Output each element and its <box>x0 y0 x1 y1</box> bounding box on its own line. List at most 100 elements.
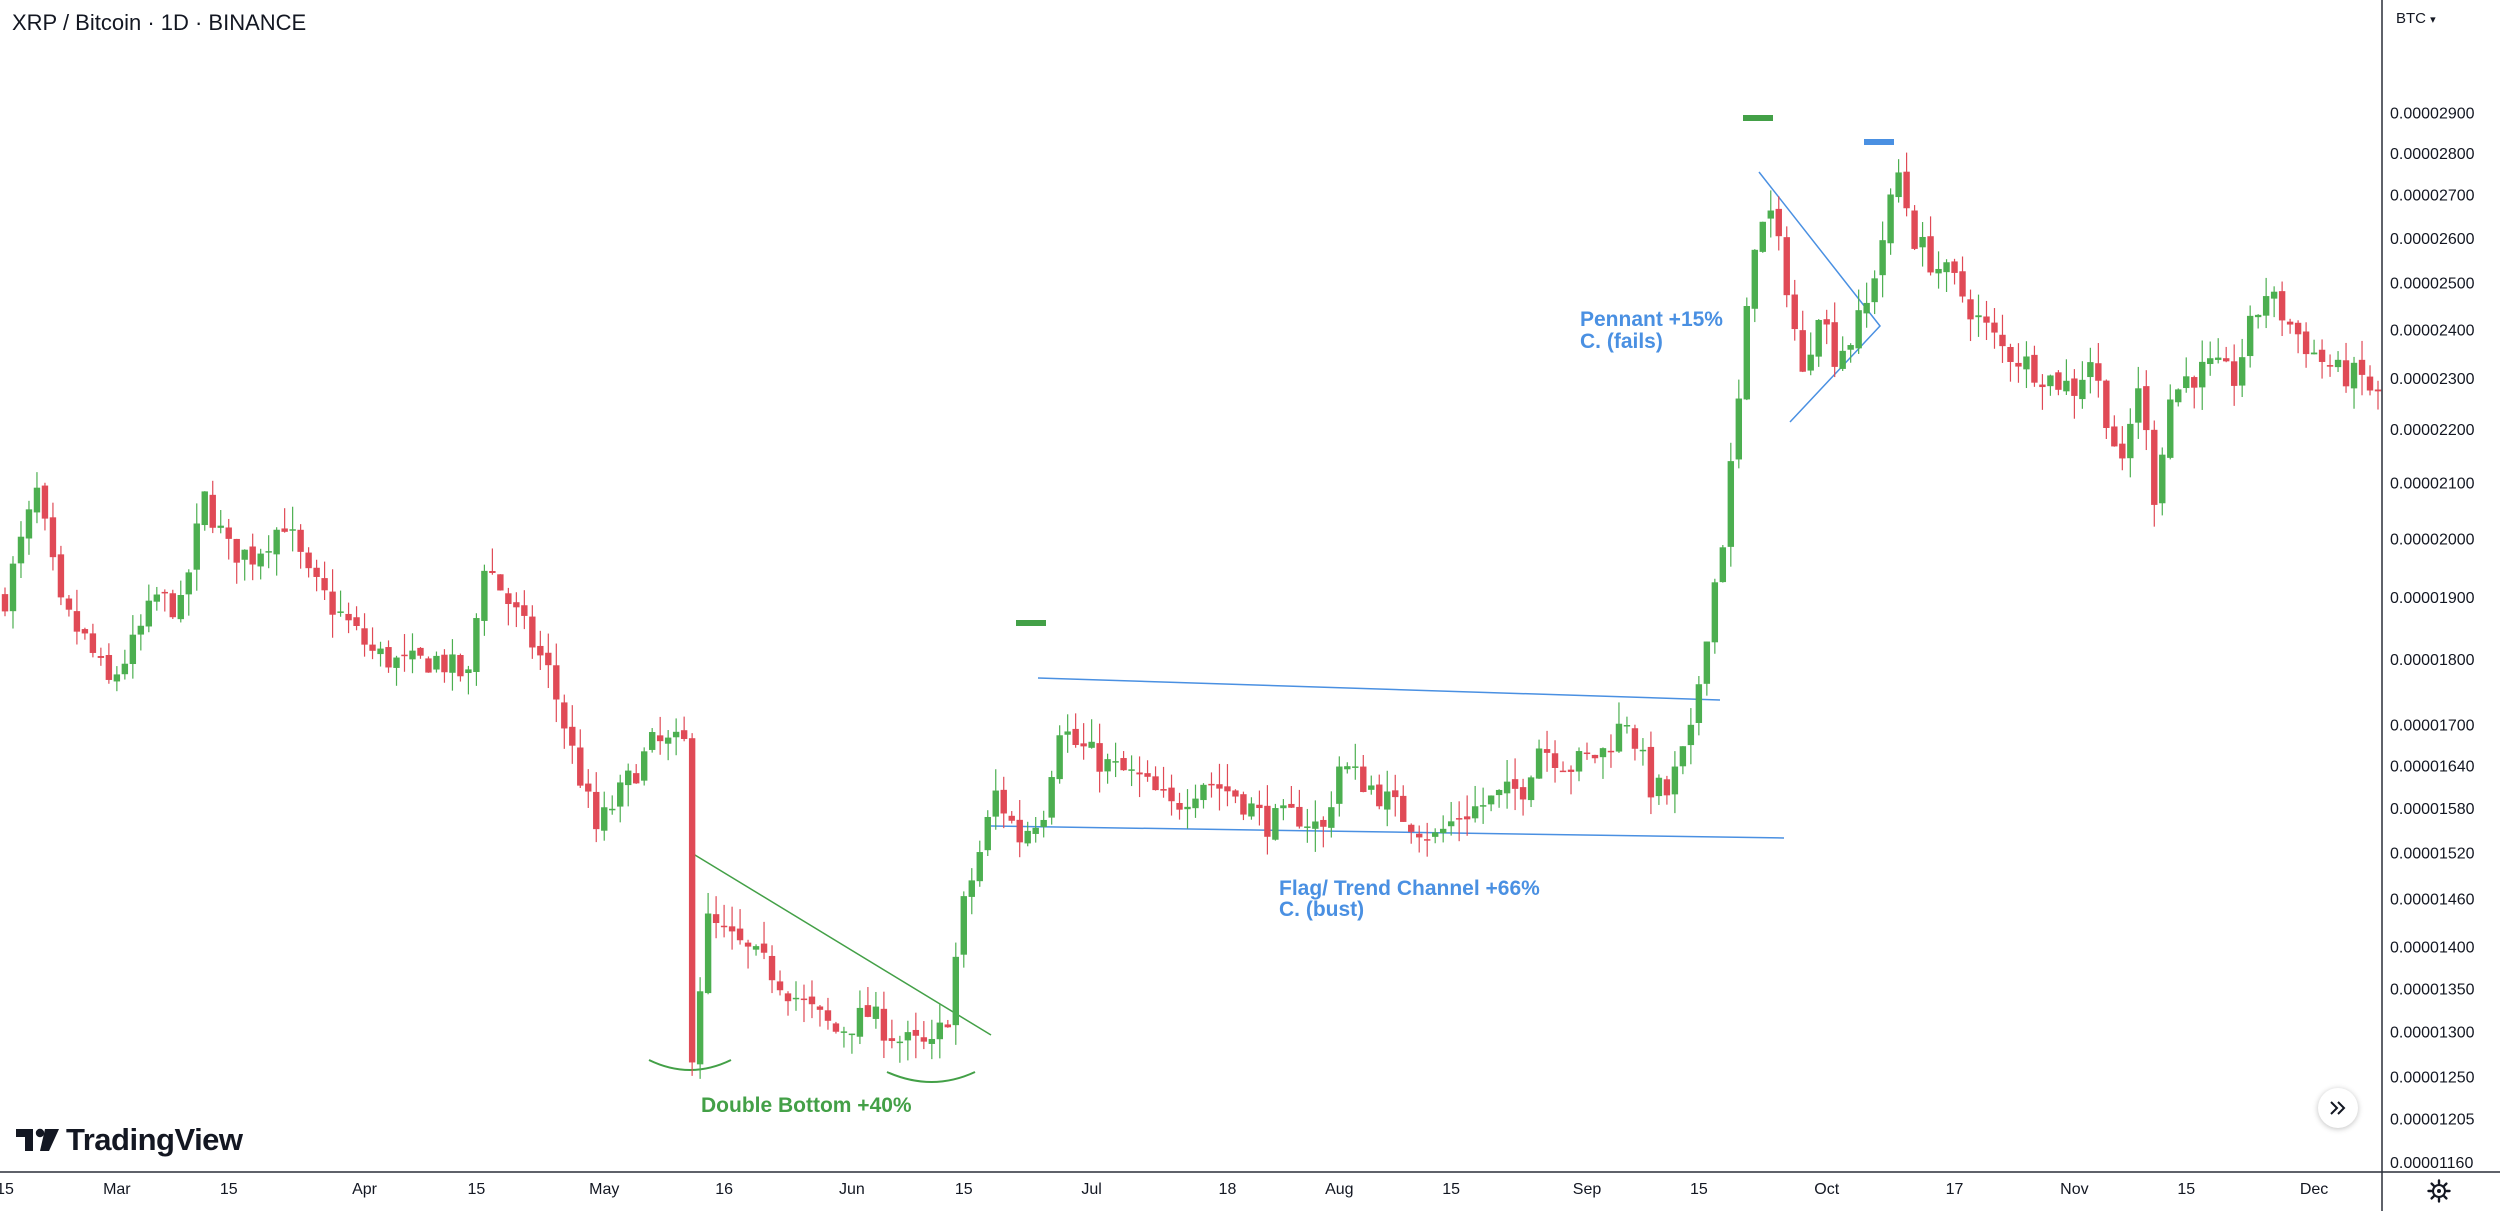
candle-body <box>1575 751 1583 772</box>
double-bottom-arc-right <box>886 1071 976 1083</box>
candle-body <box>2374 389 2382 392</box>
candle-body <box>792 997 800 1000</box>
candle-body <box>2167 399 2174 458</box>
scroll-to-realtime-button[interactable] <box>2318 1088 2358 1128</box>
candle-body <box>17 536 25 564</box>
price-tick-label: 0.00002000 <box>2390 531 2475 548</box>
candle-body <box>1703 641 1711 684</box>
candle-body <box>968 880 975 897</box>
candle-body <box>281 528 288 532</box>
candle-body <box>2254 314 2262 318</box>
candle-body <box>2087 362 2094 378</box>
candle-body <box>1559 770 1567 773</box>
candle-body <box>529 616 536 648</box>
time-tick-label: 15 <box>955 1181 973 1198</box>
time-tick-label: May <box>589 1181 619 1198</box>
candle-body <box>1935 268 1942 274</box>
settings-button[interactable] <box>2424 1176 2454 1206</box>
candle-body <box>1591 754 1599 759</box>
candle-body <box>808 996 816 1005</box>
candle-body <box>944 1024 952 1028</box>
price-tick-label: 0.00001700 <box>2390 717 2475 734</box>
candle-body <box>633 773 640 784</box>
candle-body <box>1336 766 1343 804</box>
candle-body <box>2063 380 2070 392</box>
price-tick-label: 0.00002300 <box>2390 371 2475 388</box>
candle-body <box>2286 321 2294 325</box>
candle-body <box>1623 725 1631 727</box>
candle-body <box>617 782 624 807</box>
candle-body <box>73 611 81 632</box>
candle-body <box>1328 807 1335 828</box>
candle-body <box>449 654 456 673</box>
candle-body <box>1208 783 1215 786</box>
candle-body <box>1024 830 1031 844</box>
candle-body <box>1543 749 1551 753</box>
candle-body <box>1863 302 1870 314</box>
candle-body <box>776 981 784 991</box>
candle-body <box>1655 777 1663 797</box>
candle-body <box>1911 210 1918 249</box>
candle-body <box>1583 752 1591 755</box>
candle-body <box>1807 354 1814 371</box>
candle-body <box>1 594 9 612</box>
candle-body <box>1040 819 1047 827</box>
candle-body <box>1064 731 1071 735</box>
price-tick-label: 0.00002400 <box>2390 322 2475 339</box>
candle-body <box>1871 278 1878 303</box>
candle-body <box>321 578 328 591</box>
candle-body <box>680 730 688 739</box>
price-tick-label: 0.00001460 <box>2390 892 2475 909</box>
tradingview-logo[interactable]: TradingView <box>16 1122 243 1158</box>
candle-body <box>497 574 504 591</box>
time-tick-label: Apr <box>352 1181 378 1198</box>
candle-body <box>1272 808 1279 840</box>
candle-body <box>1296 806 1303 827</box>
candle-body <box>1376 784 1383 807</box>
candle-body <box>329 591 336 615</box>
candle-body <box>1839 350 1846 369</box>
candle-body <box>545 652 552 666</box>
candle-body <box>81 629 89 634</box>
time-tick-label: 15 <box>220 1181 238 1198</box>
candle-body <box>209 494 216 528</box>
pennant-label: Pennant +15% <box>1580 308 1723 331</box>
candle-body <box>1495 789 1503 796</box>
candle-body <box>65 598 73 610</box>
candle-body <box>2071 378 2078 396</box>
candles <box>1 152 2382 1079</box>
candle-body <box>1200 784 1207 801</box>
candle-body <box>105 655 113 680</box>
candle-body <box>1663 779 1671 796</box>
currency-select[interactable]: BTC ▾ <box>2390 8 2442 29</box>
candle-body <box>169 593 176 618</box>
pennant-lines <box>1758 171 1881 423</box>
candle-body <box>688 738 696 1063</box>
candle-body <box>369 644 376 651</box>
candle-body <box>936 1022 944 1040</box>
candle-body <box>1631 728 1639 749</box>
candle-body <box>537 645 544 656</box>
candle-body <box>1599 748 1607 758</box>
time-tick-label: 15 <box>1690 1181 1708 1198</box>
candle-body <box>393 657 400 668</box>
candle-body <box>113 674 121 682</box>
candle-body <box>1439 828 1447 834</box>
candle-body <box>2143 386 2150 431</box>
candle-body <box>1815 319 1822 357</box>
candle-body <box>2358 359 2366 375</box>
candle-body <box>1320 819 1327 827</box>
candle-body <box>41 485 49 519</box>
candle-body <box>1431 832 1439 837</box>
candle-body <box>1919 236 1926 248</box>
target-marker-breakout <box>1743 115 1773 121</box>
price-tick-label: 0.00002200 <box>2390 422 2475 439</box>
candle-body <box>1384 791 1391 810</box>
price-tick-label: 0.00001300 <box>2390 1025 2475 1042</box>
candle-body <box>625 770 632 786</box>
candle-body <box>1671 766 1679 795</box>
candle-body <box>864 1005 872 1017</box>
candle-body <box>153 594 161 602</box>
